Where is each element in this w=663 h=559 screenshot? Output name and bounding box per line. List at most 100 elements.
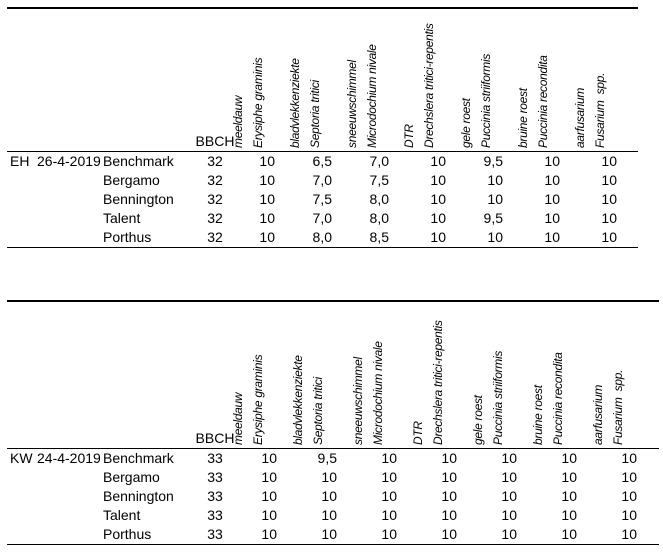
column-header-sneeuwschimmel: sneeuwschimmel Microdochium nivale <box>345 8 410 152</box>
spacer-cell <box>37 171 103 190</box>
variety-name: Porthus <box>103 228 191 248</box>
disease-latin-name-label: Erysiphe graminis <box>251 354 265 445</box>
rating-value: 10 <box>544 172 560 188</box>
disease-rating-table-kw: BBCH meeldauw Erysiphe graminis bladvlek… <box>7 300 659 545</box>
disease-common-name-label: meeldauw <box>231 95 245 148</box>
rating-value: 10 <box>561 450 577 466</box>
rating-value: 10 <box>501 507 517 523</box>
rating-value: 10 <box>381 469 397 485</box>
rating-value: 10 <box>261 507 277 523</box>
rating-value: 10 <box>419 525 479 545</box>
column-header-gele-roest: gele roest Puccinia striiformis <box>471 301 539 449</box>
bbch-value: 33 <box>191 525 239 545</box>
disease-common-name-label: sneeuwschimmel <box>351 357 365 445</box>
column-header-aarfusarium: aarfusarium Fusarium spp. <box>573 8 638 152</box>
rating-value: 8,0 <box>369 210 389 226</box>
column-header-aarfusarium: aarfusarium Fusarium spp. <box>591 301 659 449</box>
table-row: Porthus 32 10 8,0 8,5 10 10 10 10 <box>7 228 638 248</box>
date-header-cell <box>37 301 103 449</box>
rating-value: 10 <box>487 191 503 207</box>
rating-value: 10 <box>321 469 337 485</box>
rating-value: 10 <box>239 228 296 248</box>
document-page: BBCH meeldauw Erysiphe graminis bladvlek… <box>0 7 663 559</box>
rating-value: 10 <box>239 525 299 545</box>
disease-latin-name-label: Puccinia striiformis <box>479 53 493 148</box>
rating-value: 6,5 <box>312 153 332 169</box>
bbch-header-cell: BBCH <box>191 8 239 152</box>
rating-value: 10 <box>501 450 517 466</box>
disease-common-name-label: gele roest <box>471 395 485 445</box>
column-header-dtr: DTR Drechslera tritici-repentis <box>411 301 479 449</box>
rating-value: 10 <box>441 469 457 485</box>
rating-value: 7,0 <box>312 172 332 188</box>
disease-latin-name-label: Fusarium spp. <box>611 369 625 445</box>
bbch-value: 32 <box>207 210 223 226</box>
variety-name: Benchmark <box>103 450 174 466</box>
rating-value: 10 <box>259 172 275 188</box>
site-code: KW <box>10 450 33 466</box>
rating-value: 10 <box>601 210 617 226</box>
variety-header-cell <box>103 8 191 152</box>
disease-latin-name-label: Fusarium spp. <box>593 72 607 148</box>
table-row: Talent 33 10 10 10 10 10 10 10 <box>7 506 659 525</box>
variety-name: Benchmark <box>103 153 174 169</box>
rating-value: 9,5 <box>483 153 503 169</box>
bbch-value: 33 <box>207 450 223 466</box>
spacer-cell <box>37 468 103 487</box>
rating-value: 10 <box>410 228 467 248</box>
site-header-cell <box>7 301 37 449</box>
spacer-cell <box>7 209 37 228</box>
disease-latin-name-label: Septoria tritici <box>311 377 325 445</box>
rating-value: 10 <box>359 525 419 545</box>
rating-value: 10 <box>544 210 560 226</box>
disease-latin-name-label: Microdochium nivale <box>365 44 379 148</box>
rating-value: 10 <box>601 172 617 188</box>
disease-common-name-label: DTR <box>411 421 425 445</box>
table-row: Porthus 33 10 10 10 10 10 10 10 <box>7 525 659 545</box>
disease-common-name-label: bladvlekkenziekte <box>288 58 302 148</box>
spacer-cell <box>7 171 37 190</box>
rating-value: 10 <box>430 191 446 207</box>
disease-common-name-label: aarfusarium <box>591 384 605 445</box>
rating-value: 10 <box>261 488 277 504</box>
rating-value: 10 <box>581 228 638 248</box>
variety-name: Porthus <box>103 525 191 545</box>
column-header-bladvlekkenziekte: bladvlekkenziekte Septoria tritici <box>288 8 353 152</box>
variety-name: Talent <box>103 507 141 523</box>
disease-latin-name-label: Puccinia recondita <box>536 55 550 148</box>
disease-latin-name-label: Septoria tritici <box>308 80 322 148</box>
rating-value: 10 <box>430 210 446 226</box>
header-row: BBCH meeldauw Erysiphe graminis bladvlek… <box>7 301 659 449</box>
rating-value: 10 <box>261 469 277 485</box>
spacer-cell <box>7 487 37 506</box>
rating-value: 9,5 <box>317 450 337 466</box>
rating-value: 7,0 <box>312 210 332 226</box>
site-code: EH <box>10 153 30 169</box>
disease-common-name-label: gele roest <box>459 98 473 148</box>
rating-value: 10 <box>599 525 659 545</box>
rating-value: 7,5 <box>312 191 332 207</box>
rating-value: 10 <box>544 153 560 169</box>
table-row: Bergamo 32 10 7,0 7,5 10 10 10 10 <box>7 171 638 190</box>
site-header-cell <box>7 8 37 152</box>
spacer-cell <box>37 487 103 506</box>
table-row: KW 24-4-2019 Benchmark 33 10 9,5 10 10 1… <box>7 449 659 469</box>
date-header-cell <box>37 8 103 152</box>
rating-value: 10 <box>601 153 617 169</box>
column-header-bladvlekkenziekte: bladvlekkenziekte Septoria tritici <box>291 301 359 449</box>
rating-value: 8,0 <box>296 228 353 248</box>
rating-value: 10 <box>561 507 577 523</box>
header-row: BBCH meeldauw Erysiphe graminis bladvlek… <box>7 8 638 152</box>
table-row: Bennington 32 10 7,5 8,0 10 10 10 10 <box>7 190 638 209</box>
rating-value: 10 <box>259 210 275 226</box>
disease-common-name-label: DTR <box>402 124 416 148</box>
table-row: Bergamo 33 10 10 10 10 10 10 10 <box>7 468 659 487</box>
bbch-value: 32 <box>207 153 223 169</box>
rating-value: 10 <box>479 525 539 545</box>
rating-value: 10 <box>621 469 637 485</box>
bbch-value: 33 <box>207 488 223 504</box>
rating-value: 10 <box>259 191 275 207</box>
disease-common-name-label: bruine roest <box>516 88 530 148</box>
disease-common-name-label: aarfusarium <box>573 87 587 148</box>
assessment-date: 26-4-2019 <box>37 153 101 169</box>
